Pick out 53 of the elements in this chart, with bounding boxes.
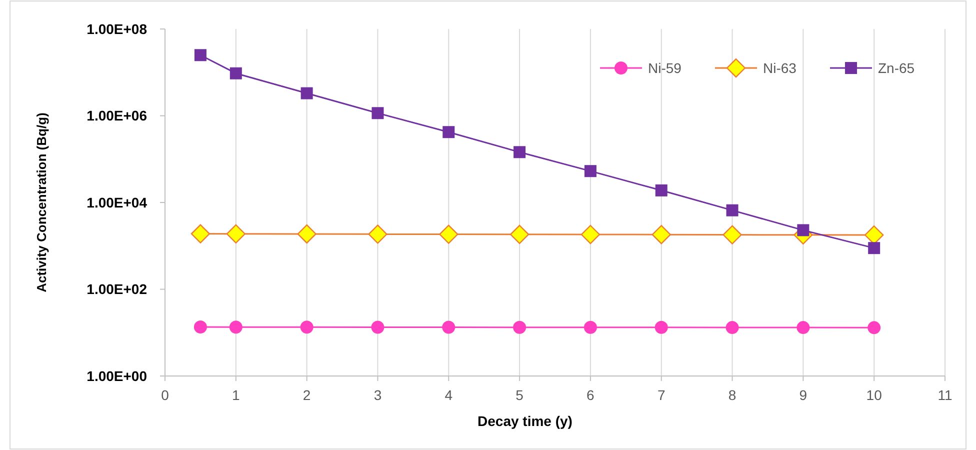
point: [300, 87, 313, 100]
x-tick-label: 0: [161, 387, 170, 403]
point: [368, 224, 388, 244]
x-axis-title: Decay time (y): [478, 413, 572, 429]
point: [372, 107, 384, 120]
y-tick-label: 1.00E+00: [86, 368, 148, 384]
y-tick-label: 1.00E+04: [86, 194, 148, 210]
point: [510, 224, 530, 244]
x-tick-label: 6: [586, 387, 595, 403]
point: [868, 321, 881, 334]
point: [655, 184, 668, 196]
point: [226, 224, 246, 244]
x-tick-label: 3: [374, 387, 382, 403]
y-tick-label: 1.00E+02: [86, 281, 148, 298]
point: [513, 320, 526, 334]
point: [230, 67, 242, 80]
point: [726, 204, 738, 216]
point: [439, 224, 458, 244]
point: [654, 320, 668, 334]
point: [868, 242, 880, 254]
y-tick-label: 1.00E+06: [86, 108, 148, 124]
x-tick-label: 10: [866, 387, 882, 403]
x-tick-label: 5: [516, 387, 524, 403]
x-tick-label: 11: [938, 387, 952, 403]
y-tick-label: 1.00E+08: [86, 20, 148, 37]
point: [371, 320, 384, 334]
x-tick-label: 7: [657, 387, 666, 403]
point: [442, 126, 455, 138]
point: [726, 321, 739, 334]
point: [796, 321, 810, 334]
point: [229, 320, 242, 334]
x-tick-label: 4: [444, 387, 453, 403]
legend-label: Zn-65: [878, 60, 915, 76]
point: [584, 165, 596, 178]
y-axis-title: Activity Concentration (Bq/g): [34, 112, 49, 292]
x-tick-label: 2: [302, 387, 311, 403]
point: [194, 320, 207, 334]
legend-label: Ni-63: [763, 60, 797, 76]
x-tick-label: 8: [728, 387, 736, 403]
point: [194, 49, 206, 62]
point: [300, 320, 314, 334]
x-tick-label: 1: [232, 387, 240, 403]
point: [652, 224, 671, 244]
point: [297, 224, 316, 244]
point: [190, 224, 210, 244]
x-tick-label: 9: [799, 387, 808, 403]
point: [584, 320, 597, 334]
point: [442, 320, 456, 334]
point: [797, 224, 810, 236]
legend-label: Ni-59: [648, 60, 682, 76]
point: [514, 146, 526, 158]
point: [722, 225, 742, 244]
point: [580, 224, 600, 244]
